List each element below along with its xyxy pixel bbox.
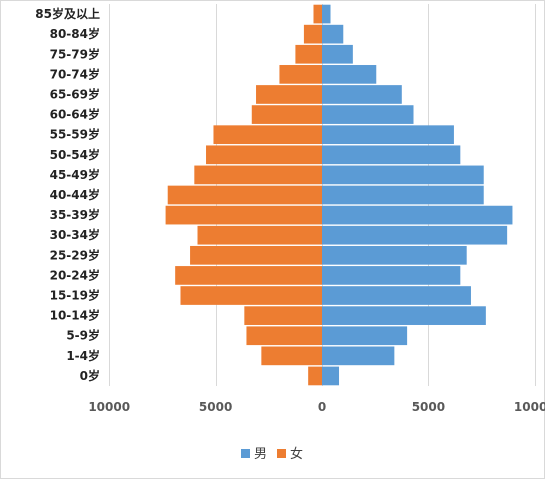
legend-label-male: 男 xyxy=(254,447,267,462)
female-bar-13 xyxy=(251,105,322,124)
female-bar-0 xyxy=(308,366,322,386)
male-bar-9 xyxy=(322,185,484,205)
male-bar-5 xyxy=(322,266,461,285)
male-bar-2 xyxy=(322,326,408,346)
female-bar-4 xyxy=(180,286,322,305)
male-bar-12 xyxy=(322,125,454,145)
legend-swatch-male xyxy=(241,449,250,458)
x-tick-labels: 10000 5000 0 5000 10000 xyxy=(88,400,545,414)
category-label: 40-44岁 xyxy=(50,187,100,202)
male-bar-4 xyxy=(322,286,471,305)
category-label: 1-4岁 xyxy=(66,348,100,363)
category-label: 65-69岁 xyxy=(50,86,100,101)
male-bar-8 xyxy=(322,205,513,225)
x-tick-label: 10000 xyxy=(88,400,130,414)
male-bar-16 xyxy=(322,44,353,64)
female-bar-1 xyxy=(261,346,322,366)
female-bar-12 xyxy=(213,125,322,145)
male-bar-0 xyxy=(322,366,340,386)
category-label: 20-24岁 xyxy=(50,267,100,282)
female-bar-14 xyxy=(256,85,322,104)
category-label: 15-19岁 xyxy=(50,288,100,303)
category-label: 70-74岁 xyxy=(50,66,100,81)
category-labels: 0岁 1-4岁 5-9岁 10-14岁 15-19岁 20-24岁 25-29岁 30-34岁… xyxy=(35,6,100,383)
bars xyxy=(165,4,513,386)
x-tick-label: 0 xyxy=(318,400,326,414)
female-bar-7 xyxy=(197,225,322,245)
category-label: 60-64岁 xyxy=(50,107,100,122)
male-bar-17 xyxy=(322,24,344,44)
female-bar-18 xyxy=(313,4,322,24)
category-label: 35-39岁 xyxy=(50,207,100,222)
female-bar-8 xyxy=(165,205,322,225)
category-label: 45-49岁 xyxy=(50,167,100,182)
female-bar-15 xyxy=(279,65,322,84)
x-tick-label: 10000 xyxy=(514,400,545,414)
female-bar-16 xyxy=(295,44,322,64)
male-bar-10 xyxy=(322,165,484,185)
category-label: 0岁 xyxy=(80,368,100,383)
male-bar-7 xyxy=(322,225,508,245)
category-label: 75-79岁 xyxy=(50,46,100,61)
male-bar-3 xyxy=(322,306,486,325)
female-bar-6 xyxy=(190,245,322,265)
x-tick-label: 5000 xyxy=(199,400,232,414)
female-bar-5 xyxy=(175,266,322,285)
x-tick-label: 5000 xyxy=(412,400,445,414)
category-label: 10-14岁 xyxy=(50,308,100,323)
female-bar-11 xyxy=(206,145,322,165)
male-bar-11 xyxy=(322,145,461,165)
legend-swatch-female xyxy=(277,449,286,458)
category-label: 80-84岁 xyxy=(50,26,100,41)
category-label: 55-59岁 xyxy=(50,127,100,142)
legend-label-female: 女 xyxy=(290,446,303,462)
category-label: 25-29岁 xyxy=(50,247,100,262)
female-bar-9 xyxy=(167,185,322,205)
category-label: 85岁及以上 xyxy=(35,6,100,21)
male-bar-13 xyxy=(322,105,414,124)
male-bar-18 xyxy=(322,4,331,24)
male-bar-6 xyxy=(322,245,467,265)
category-label: 30-34岁 xyxy=(50,227,100,242)
male-bar-14 xyxy=(322,85,402,104)
female-bar-2 xyxy=(246,326,322,346)
male-bar-1 xyxy=(322,346,395,366)
legend: 男 女 xyxy=(241,446,303,462)
male-bar-15 xyxy=(322,65,377,84)
female-bar-10 xyxy=(194,165,322,185)
female-bar-17 xyxy=(303,24,322,44)
category-label: 50-54岁 xyxy=(50,147,100,162)
female-bar-3 xyxy=(244,306,322,325)
category-label: 5-9岁 xyxy=(66,328,100,343)
